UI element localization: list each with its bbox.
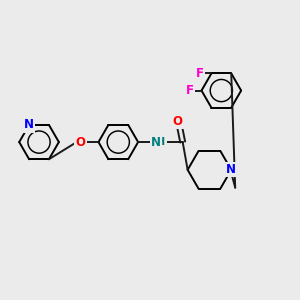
Text: N: N	[151, 136, 161, 148]
Text: O: O	[173, 115, 183, 128]
Text: O: O	[76, 136, 85, 148]
Text: F: F	[196, 67, 203, 80]
Text: N: N	[226, 163, 236, 176]
Text: N: N	[24, 118, 34, 131]
Text: H: H	[156, 137, 166, 147]
Text: F: F	[186, 84, 194, 97]
